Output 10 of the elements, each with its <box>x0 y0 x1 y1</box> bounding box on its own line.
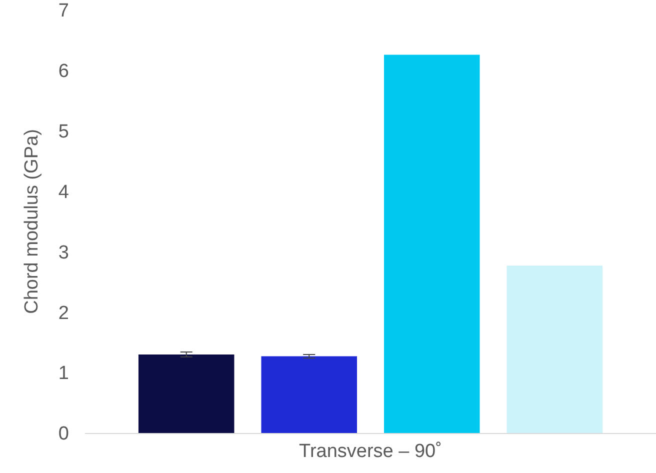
y-tick-label: 6 <box>58 61 69 82</box>
x-tick-label: Transverse – 90˚ <box>299 440 442 462</box>
y-tick-label: 4 <box>58 182 70 203</box>
y-tick-label: 3 <box>58 242 69 264</box>
y-tick-label: 5 <box>58 122 69 143</box>
y-axis-title: Chord modulus (GPa) <box>21 129 42 314</box>
y-tick-label: 1 <box>58 363 69 384</box>
y-tick-label: 7 <box>58 0 69 22</box>
y-tick-label: 0 <box>58 424 69 445</box>
y-tick-label: 2 <box>58 302 69 324</box>
